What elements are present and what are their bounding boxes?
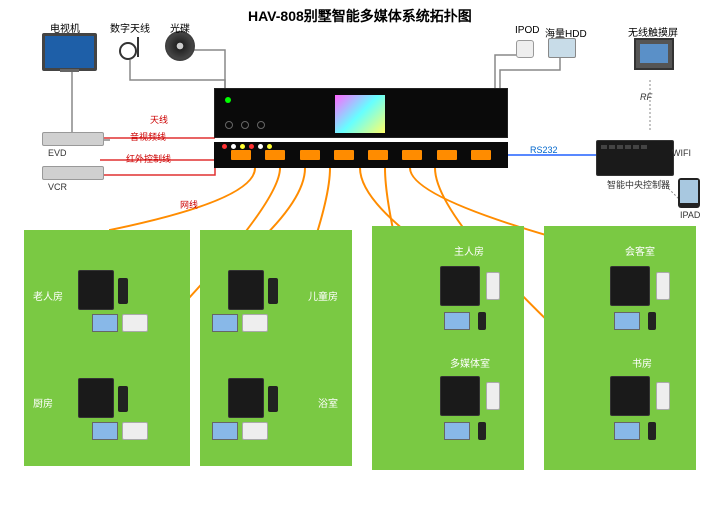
ipod-label: IPOD	[515, 25, 539, 36]
conn-av: 音视频线	[130, 130, 166, 143]
disc-device	[165, 31, 195, 61]
hub-main-unit	[214, 88, 508, 138]
room-remote	[648, 312, 656, 330]
room-monitor	[614, 422, 640, 440]
vcr-label: VCR	[48, 182, 67, 192]
touchscreen-device	[634, 38, 674, 70]
room-panel	[78, 270, 114, 310]
room-settop	[440, 376, 480, 416]
room-panel	[78, 378, 114, 418]
room-monitor	[212, 314, 238, 332]
room-settop	[610, 266, 650, 306]
room-remote	[118, 386, 128, 412]
room-monitor	[92, 422, 118, 440]
room-remote	[648, 422, 656, 440]
conn-rs232: RS232	[530, 145, 558, 155]
conn-wifi: WIFI	[672, 148, 691, 158]
touchscreen-label: 无线触摸屏	[628, 24, 678, 39]
central-controller	[596, 140, 674, 176]
conn-wireless: 天线	[150, 113, 168, 126]
room-speakers	[122, 422, 148, 440]
room-settop	[610, 376, 650, 416]
room-speakers	[656, 382, 670, 410]
hdd-label: 海量HDD	[545, 25, 587, 40]
controller-label: 智能中央控制器	[607, 178, 670, 191]
room-monitor	[92, 314, 118, 332]
antenna-device	[118, 33, 146, 61]
room-panel	[228, 378, 264, 418]
room-panel	[228, 270, 264, 310]
conn-net: 网线	[180, 198, 198, 211]
room-monitor	[212, 422, 238, 440]
rca-jacks	[222, 144, 272, 149]
conn-ir: 红外控制线	[126, 152, 171, 165]
room-monitor	[444, 422, 470, 440]
evd-label: EVD	[48, 148, 67, 158]
room-remote	[118, 278, 128, 304]
room-label-r3: 会客室	[625, 243, 655, 258]
room-speakers	[242, 422, 268, 440]
evd-device	[42, 132, 104, 146]
room-speakers	[242, 314, 268, 332]
room-monitor	[444, 312, 470, 330]
room-remote	[478, 422, 486, 440]
room-remote	[478, 312, 486, 330]
diagram-title: HAV-808别墅智能多媒体系统拓扑图	[248, 6, 472, 26]
tv-label: 电视机	[50, 20, 80, 35]
disc-label: 光碟	[170, 20, 190, 35]
room-label-r4: 书房	[632, 355, 652, 370]
room-label-lb: 厨房	[33, 395, 53, 410]
hdd-device	[548, 38, 576, 58]
room-speakers	[486, 272, 500, 300]
room-remote	[268, 386, 278, 412]
tv-device	[42, 33, 97, 71]
room-speakers	[656, 272, 670, 300]
room-speakers	[486, 382, 500, 410]
room-label-r2: 多媒体室	[450, 355, 490, 370]
vcr-device	[42, 166, 104, 180]
room-settop	[440, 266, 480, 306]
room-label-lt: 老人房	[33, 288, 63, 303]
conn-rf: RF	[640, 92, 652, 102]
room-remote	[268, 278, 278, 304]
antenna-label: 数字天线	[110, 20, 150, 35]
ipad-device	[678, 178, 700, 208]
room-label-mb: 浴室	[318, 395, 338, 410]
room-label-mt: 儿童房	[308, 288, 338, 303]
room-label-r1: 主人房	[454, 243, 484, 258]
room-speakers	[122, 314, 148, 332]
room-monitor	[614, 312, 640, 330]
ipad-label: IPAD	[680, 210, 700, 220]
ipod-device	[516, 40, 534, 58]
